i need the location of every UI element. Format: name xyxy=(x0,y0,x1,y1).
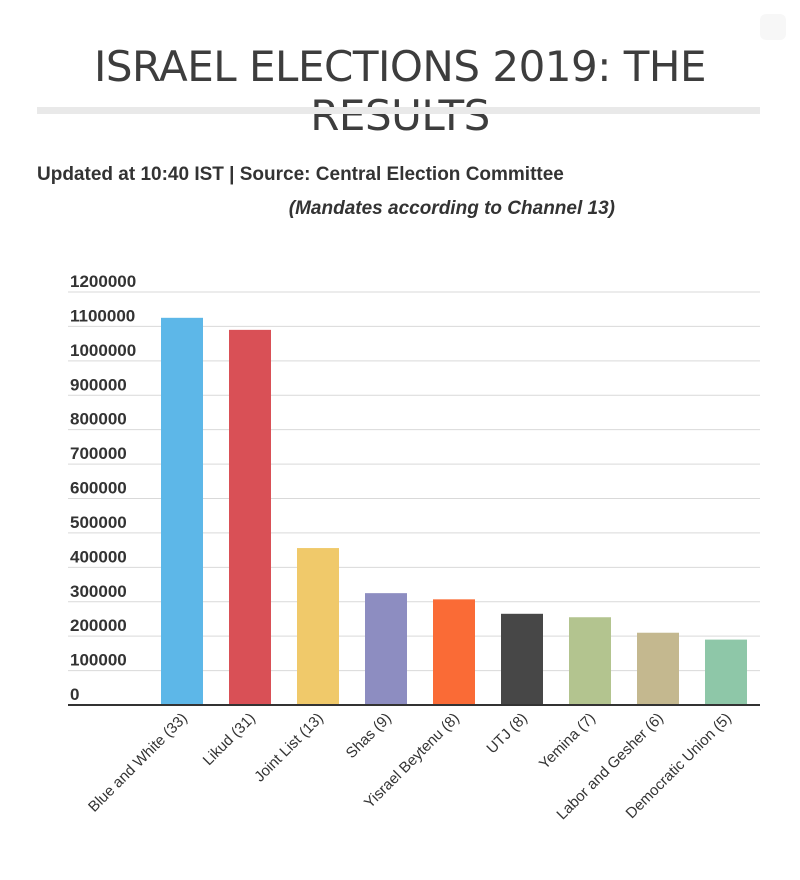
x-tick-label: Shas (9) xyxy=(343,710,395,762)
y-tick-label: 1200000 xyxy=(70,272,136,291)
y-tick-label: 100000 xyxy=(70,651,127,670)
x-tick-label: Blue and White (33) xyxy=(85,710,191,816)
y-tick-label: 900000 xyxy=(70,375,127,394)
chart-subtitle: Updated at 10:40 IST | Source: Central E… xyxy=(37,164,564,185)
y-tick-label: 1100000 xyxy=(70,306,135,325)
bar xyxy=(365,593,407,705)
title-divider xyxy=(37,107,760,114)
y-tick-label: 1000000 xyxy=(70,341,136,360)
y-tick-label: 400000 xyxy=(70,547,127,566)
y-tick-label: 0 xyxy=(70,685,79,704)
page-title: ISRAEL ELECTIONS 2019: THE RESULTS xyxy=(93,42,707,140)
x-axis-tick-labels: Blue and White (33) Likud (31)Joint List … xyxy=(85,710,735,823)
bar xyxy=(433,599,475,705)
y-tick-label: 700000 xyxy=(70,444,127,463)
x-tick-label: Joint List (13) xyxy=(251,710,327,786)
y-tick-label: 500000 xyxy=(70,513,127,532)
x-tick-label: UTJ (8) xyxy=(483,710,530,757)
bar xyxy=(229,329,271,705)
chart-bars xyxy=(161,317,747,705)
corner-widget xyxy=(760,14,786,40)
y-tick-label: 300000 xyxy=(70,582,127,601)
bar xyxy=(637,632,679,705)
y-axis-tick-labels: 0 100000 200000 300000 400000 500000 600000 700… xyxy=(70,272,136,704)
bar xyxy=(705,639,747,705)
bar xyxy=(161,317,203,705)
chart-note: (Mandates according to Channel 13) xyxy=(288,198,615,219)
bar xyxy=(569,617,611,705)
x-tick-label: Likud (31) xyxy=(200,710,259,769)
bar xyxy=(297,548,339,705)
x-tick-label: Yemina (7) xyxy=(536,710,599,773)
y-tick-label: 200000 xyxy=(70,616,127,635)
bar xyxy=(501,613,543,705)
y-tick-label: 800000 xyxy=(70,410,127,429)
y-tick-label: 600000 xyxy=(70,479,127,498)
